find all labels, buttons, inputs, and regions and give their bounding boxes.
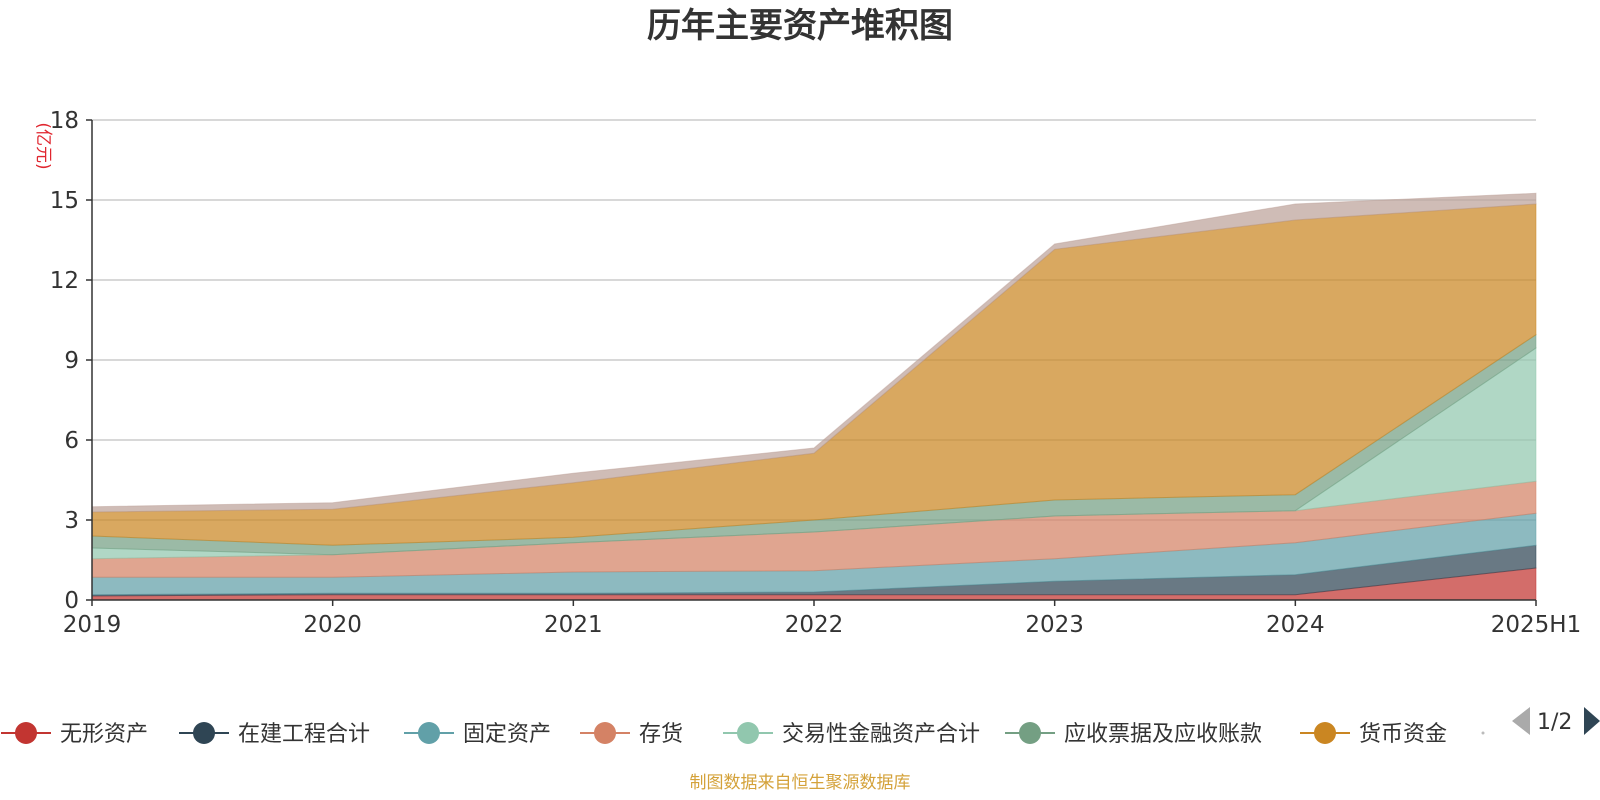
legend-page-indicator: 1/2 <box>1537 710 1572 735</box>
legend-marker-icon <box>737 722 759 744</box>
legend-label: 存货 <box>639 722 683 747</box>
legend-label: 货币资金 <box>1359 722 1447 747</box>
y-tick-label: 6 <box>64 428 79 454</box>
y-tick-label: 15 <box>50 188 79 214</box>
legend-item-3[interactable]: 存货 <box>580 722 683 747</box>
x-tick-label: 2023 <box>1025 612 1084 638</box>
legend-marker-icon <box>418 722 440 744</box>
x-tick-label: 2019 <box>63 612 122 638</box>
axes: 0 3 6 9 12 15 18 2019 2020 2021 2022 2023 2024 2025H1 <box>50 108 1582 638</box>
x-tick-label: 2020 <box>303 612 362 638</box>
legend-item-0[interactable]: 无形资产 <box>1 722 148 747</box>
y-axis-unit: (亿元) <box>33 122 53 169</box>
legend-label: 应收票据及应收账款 <box>1064 722 1262 747</box>
y-tick-label: 3 <box>64 508 79 534</box>
prev-page-icon[interactable] <box>1512 707 1530 735</box>
legend-item-6[interactable]: 货币资金 <box>1300 722 1447 747</box>
y-tick-label: 18 <box>50 108 79 134</box>
legend-marker-icon <box>1019 722 1041 744</box>
data-source-note: 制图数据来自恒生聚源数据库 <box>690 773 911 793</box>
legend-label: 交易性金融资产合计 <box>782 722 980 747</box>
legend-marker-icon <box>15 722 37 744</box>
legend-label: 无形资产 <box>60 722 148 747</box>
area-series-7 <box>91 192 1537 513</box>
chart-title: 历年主要资产堆积图 <box>647 6 953 46</box>
legend-item-5[interactable]: 应收票据及应收账款 <box>1005 722 1262 747</box>
legend-marker-icon <box>594 722 616 744</box>
y-tick-label: 9 <box>64 348 79 374</box>
x-tick-label: 2025H1 <box>1491 612 1581 638</box>
x-tick-label: 2022 <box>785 612 844 638</box>
x-tick-label: 2024 <box>1266 612 1325 638</box>
legend-label: 固定资产 <box>463 722 551 747</box>
legend-pager: 1/2 <box>1512 707 1600 735</box>
legend-item-1[interactable]: 在建工程合计 <box>179 722 370 747</box>
y-tick-label: 0 <box>64 588 79 614</box>
x-tick-label: 2021 <box>544 612 603 638</box>
legend-item-2[interactable]: 固定资产 <box>404 722 551 747</box>
area-series <box>91 192 1537 601</box>
legend-marker-icon <box>1314 722 1336 744</box>
legend-item-4[interactable]: 交易性金融资产合计 <box>723 722 980 747</box>
legend-label: 在建工程合计 <box>238 722 370 747</box>
next-page-icon[interactable] <box>1584 707 1600 735</box>
legend: 无形资产 在建工程合计 固定资产 存货 交易性金融资产合计 应收票据及应收账款 货币资金 <box>1 722 1485 747</box>
legend-overflow-dot-icon <box>1481 731 1485 735</box>
legend-marker-icon <box>193 722 215 744</box>
y-tick-label: 12 <box>50 268 79 294</box>
